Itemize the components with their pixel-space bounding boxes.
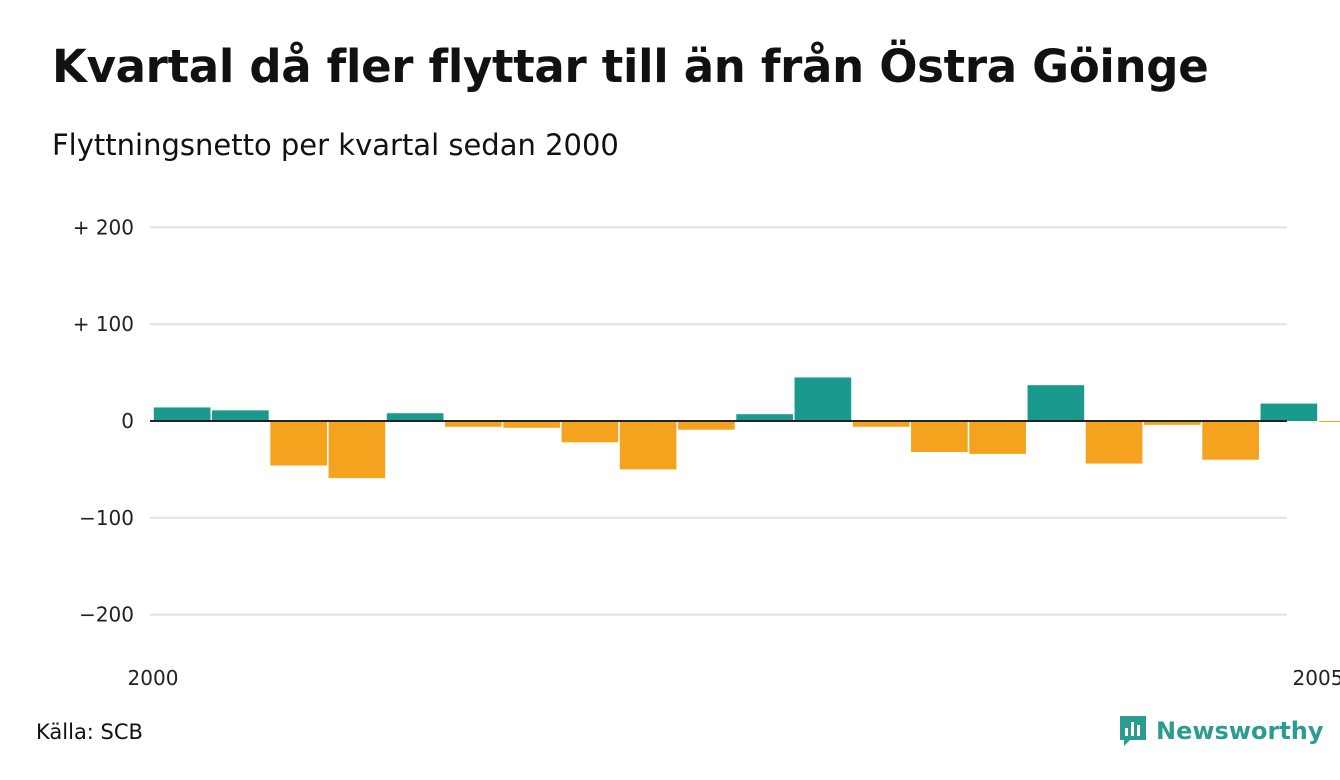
bar <box>1085 421 1143 464</box>
x-axis-tick-labels: 20002005201020152020 <box>128 666 1340 690</box>
y-tick-label: −100 <box>79 506 134 530</box>
x-tick-label: 2000 <box>128 666 179 690</box>
bar <box>911 421 968 452</box>
bar <box>1318 421 1340 422</box>
newsworthy-logo-icon <box>1120 716 1146 746</box>
bar <box>1027 385 1085 421</box>
bar <box>503 421 560 428</box>
bar <box>212 410 269 421</box>
x-tick-label: 2005 <box>1293 666 1340 690</box>
brand-logo[interactable]: Newsworthy <box>1118 714 1324 748</box>
bar <box>619 421 677 470</box>
bar <box>445 421 502 427</box>
bar <box>270 421 327 466</box>
y-tick-label: −200 <box>79 603 134 627</box>
bar <box>561 421 619 443</box>
bar <box>852 421 910 427</box>
bar <box>678 421 735 430</box>
bar <box>386 413 444 421</box>
source-note: Källa: SCB <box>36 720 143 744</box>
chart-title: Kvartal då fler flyttar till än från Öst… <box>52 40 1209 93</box>
y-tick-label: + 200 <box>73 215 134 239</box>
bar <box>1260 403 1318 421</box>
grid-lines <box>150 226 1287 616</box>
y-tick-label: + 100 <box>73 312 134 336</box>
bar <box>1202 421 1259 460</box>
y-tick-label: 0 <box>121 409 134 433</box>
y-axis-tick-labels: + 200 + 100 0 −100 −200 <box>73 215 134 626</box>
bar <box>1144 421 1201 425</box>
bar <box>328 421 386 479</box>
bar <box>794 377 852 421</box>
bars <box>153 377 1340 479</box>
brand-name: Newsworthy <box>1156 717 1324 745</box>
bar <box>153 407 211 421</box>
chart-subtitle: Flyttningsnetto per kvartal sedan 2000 <box>52 128 619 162</box>
bar <box>969 421 1026 454</box>
bar <box>736 414 793 421</box>
